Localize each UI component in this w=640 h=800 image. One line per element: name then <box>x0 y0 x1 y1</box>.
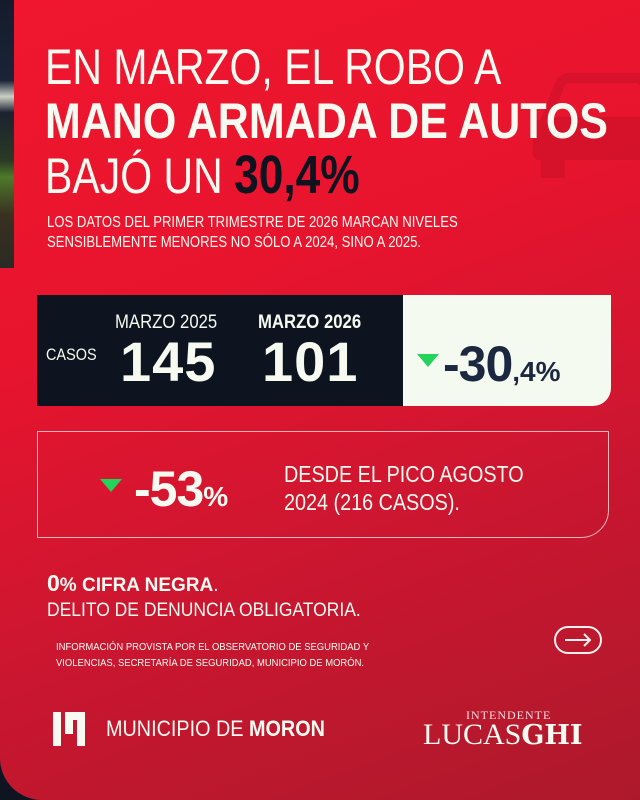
cases-2026-value: 101 <box>262 330 359 393</box>
subtitle-line-1: LOS DATOS DEL PRIMER TRIMESTRE DE 2026 M… <box>47 214 458 231</box>
name-light: LUCAS <box>423 718 522 751</box>
photo-edge <box>0 0 14 268</box>
headline: EN MARZO, EL ROBO A MANO ARMADA DE AUTOS… <box>45 40 625 203</box>
car-icon <box>533 73 640 178</box>
subtitle: LOS DATOS DEL PRIMER TRIMESTRE DE 2026 M… <box>47 213 506 253</box>
municipio-name: MUNICIPIO DE MORON <box>106 716 325 742</box>
headline-prefix: BAJÓ UN <box>45 148 223 204</box>
muni-prefix: MUNICIPIO DE <box>106 716 250 741</box>
peak-description: DESDE EL PICO AGOSTO 2024 (216 CASOS). <box>284 460 524 516</box>
cifra-negra: 0% CIFRA NEGRA. DELITO DE DENUNCIA OBLIG… <box>47 571 388 624</box>
peak-change-suffix: % <box>203 481 229 512</box>
peak-text-line-1: DESDE EL PICO AGOSTO <box>284 461 524 487</box>
change-box <box>403 295 611 406</box>
peak-change: -53 % <box>100 460 228 518</box>
change-main-value: -30 <box>443 336 513 392</box>
cifra-period: . <box>213 575 219 596</box>
headline-line-2: MANO ARMADA DE AUTOS <box>45 93 608 149</box>
down-triangle-icon <box>100 479 122 492</box>
year-2026-label: MARZO 2026 <box>258 312 362 333</box>
name-bold: GHI <box>521 720 583 751</box>
year-2025-label: MARZO 2025 <box>115 312 218 333</box>
source-line-1: INFORMACIÓN PROVISTA POR EL OBSERVATORIO… <box>56 641 370 653</box>
subtitle-line-2: SENSIBLEMENTE MENORES NO SÓLO A 2024, SI… <box>47 234 422 251</box>
source-note: INFORMACIÓN PROVISTA POR EL OBSERVATORIO… <box>56 639 369 671</box>
peak-change-value: -53 <box>134 461 204 517</box>
cifra-negra-line-2: DELITO DE DENUNCIA OBLIGATORIA. <box>47 600 361 621</box>
cifra-zero: 0 <box>47 570 60 596</box>
cases-2025-value: 145 <box>120 330 217 393</box>
stats-bar <box>37 295 403 406</box>
cifra-negra-line-1: 0% CIFRA NEGRA. <box>47 571 388 598</box>
headline-line-3: BAJÓ UN 30,4% <box>45 148 521 203</box>
down-triangle-icon <box>417 354 439 367</box>
headline-line-1: EN MARZO, EL ROBO A <box>45 39 502 95</box>
change-decimal-value: ,4% <box>512 356 561 387</box>
intendente-name: LUCASGHI <box>423 718 583 752</box>
cifra-rest: % CIFRA NEGRA <box>59 575 214 596</box>
peak-text-line-2: 2024 (216 CASOS). <box>284 489 460 515</box>
peak-box <box>37 431 609 538</box>
next-button[interactable] <box>554 626 602 654</box>
source-line-2: VIOLENCIAS, SECRETARÍA DE SEGURIDAD, MUN… <box>56 657 365 669</box>
arrow-right-icon <box>565 633 592 647</box>
headline-percentage: 30,4% <box>234 145 360 205</box>
casos-label: CASOS <box>46 345 97 364</box>
intendente-label: INTENDENTE <box>466 708 552 722</box>
muni-bold: MORON <box>249 716 325 741</box>
change-percentage: -30 ,4% <box>417 335 561 393</box>
municipio-logo-icon <box>53 712 85 746</box>
